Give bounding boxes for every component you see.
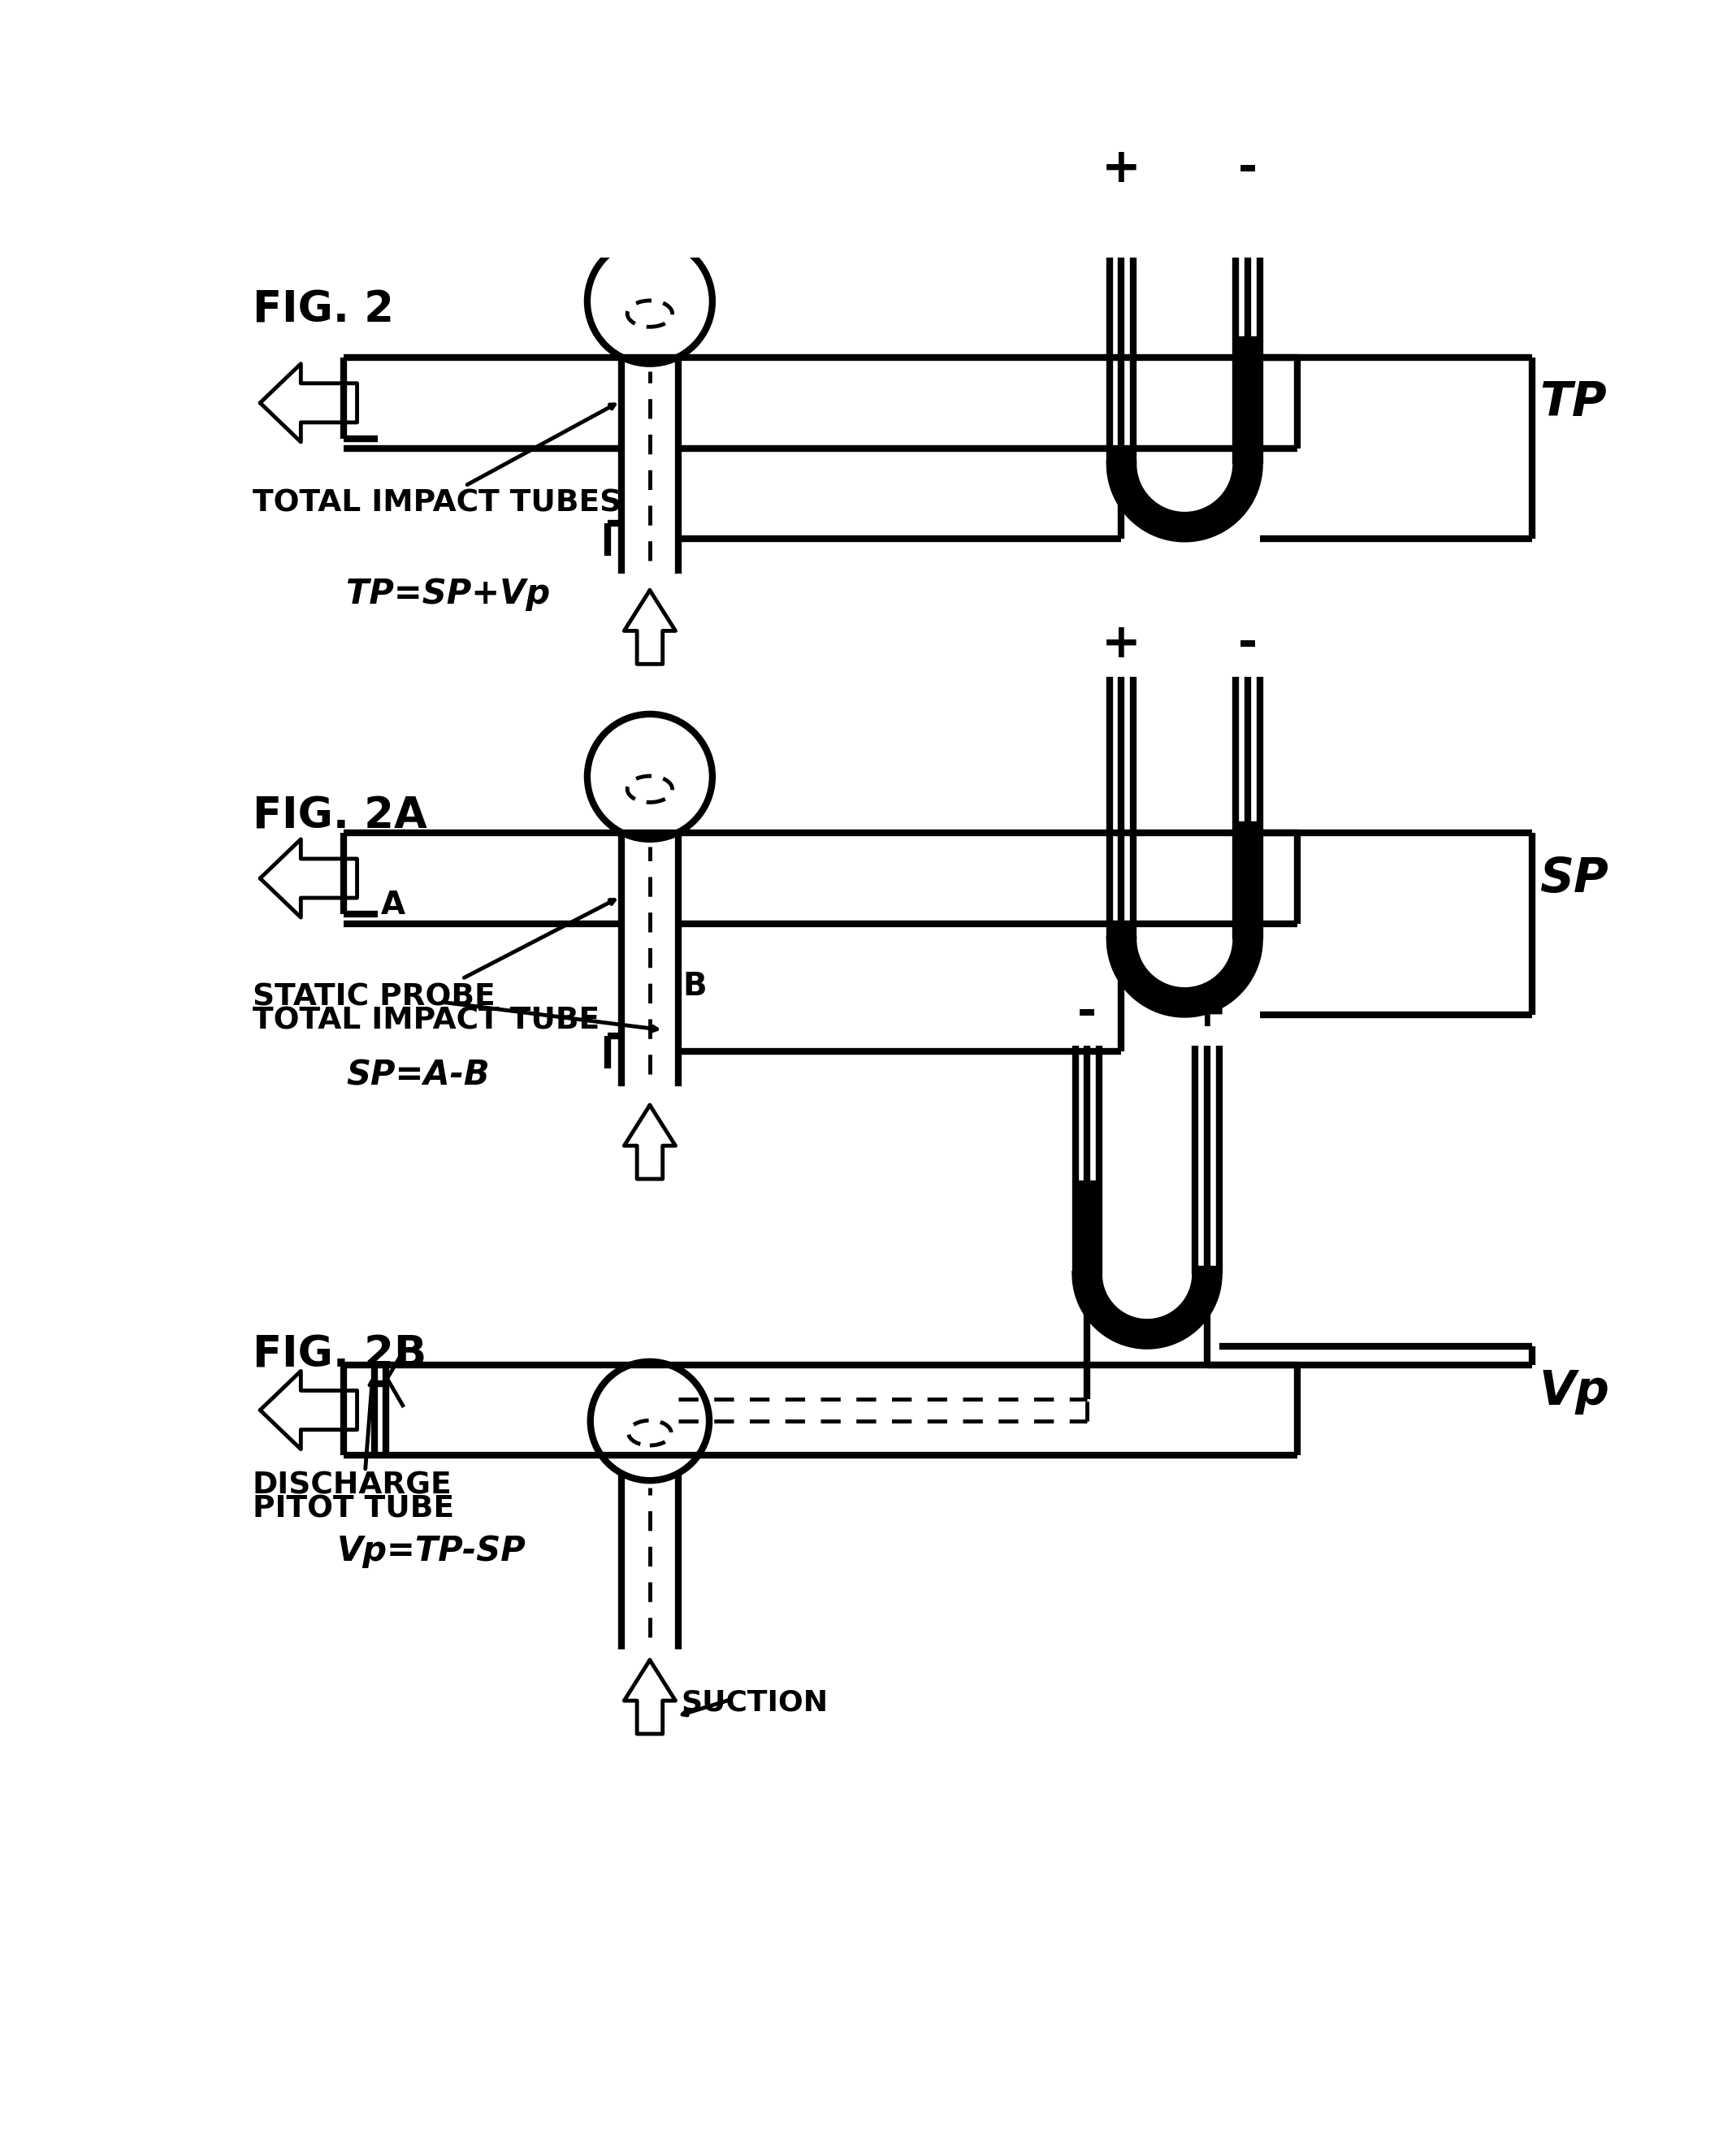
Text: TOTAL IMPACT TUBES: TOTAL IMPACT TUBES xyxy=(253,489,621,519)
Polygon shape xyxy=(1075,1274,1219,1345)
Polygon shape xyxy=(1075,1180,1099,1274)
Text: Vp: Vp xyxy=(1540,1369,1609,1414)
Polygon shape xyxy=(1236,337,1260,463)
Text: B: B xyxy=(682,972,707,1002)
Text: -: - xyxy=(1238,620,1257,667)
Text: +: + xyxy=(1102,620,1141,667)
Text: Vp=TP-SP: Vp=TP-SP xyxy=(337,1534,526,1568)
Text: -: - xyxy=(1078,991,1097,1036)
Text: DISCHARGE: DISCHARGE xyxy=(253,1471,451,1499)
Polygon shape xyxy=(1109,940,1260,1015)
Text: FIG. 2: FIG. 2 xyxy=(253,290,394,330)
Text: STATIC PROBE: STATIC PROBE xyxy=(253,982,495,1012)
Text: TOTAL IMPACT TUBE: TOTAL IMPACT TUBE xyxy=(253,1006,599,1036)
Text: SP: SP xyxy=(1540,856,1608,901)
Polygon shape xyxy=(1196,1266,1219,1274)
Text: SP=A-B: SP=A-B xyxy=(347,1057,490,1092)
Text: -: - xyxy=(1238,146,1257,191)
Text: +: + xyxy=(1102,146,1141,191)
Text: TP: TP xyxy=(1540,380,1606,427)
Text: TP=SP+Vp: TP=SP+Vp xyxy=(347,577,550,611)
Polygon shape xyxy=(1109,463,1260,538)
Text: +: + xyxy=(1187,991,1227,1036)
Polygon shape xyxy=(1109,927,1134,940)
Polygon shape xyxy=(1109,450,1134,463)
Text: FIG. 2A: FIG. 2A xyxy=(253,796,427,839)
Text: PITOT TUBE: PITOT TUBE xyxy=(253,1495,455,1525)
Text: SUCTION: SUCTION xyxy=(681,1688,828,1716)
Polygon shape xyxy=(1236,822,1260,940)
Text: FIG. 2B: FIG. 2B xyxy=(253,1334,427,1375)
Text: A: A xyxy=(380,890,404,920)
